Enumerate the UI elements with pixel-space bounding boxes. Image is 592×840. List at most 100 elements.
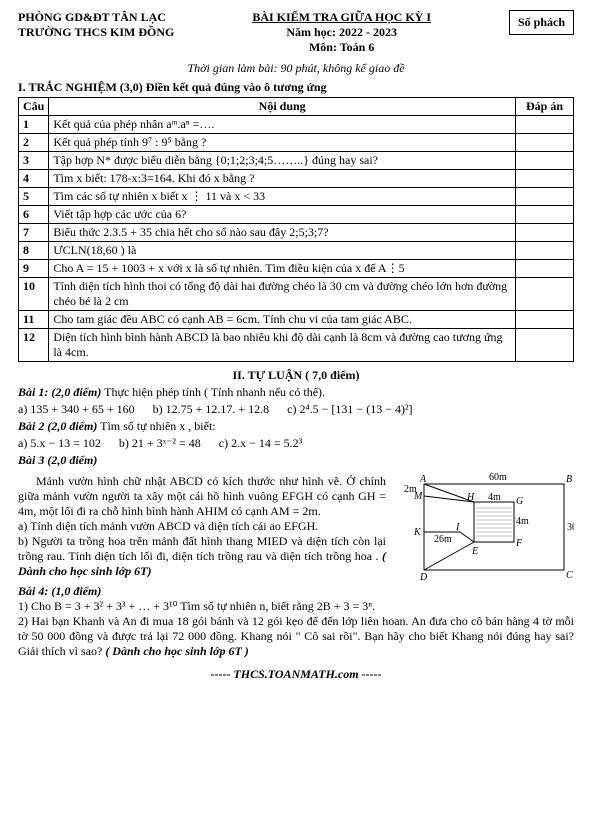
svg-text:K: K xyxy=(413,527,422,538)
time-note: Thời gian làm bài: 90 phút, không kể gia… xyxy=(18,61,574,76)
cell-answer xyxy=(516,134,574,152)
cell-num: 1 xyxy=(19,116,49,134)
cell-answer xyxy=(516,152,574,170)
bai4-title: Bài 4: (1,0 điểm) xyxy=(18,584,101,598)
table-row: 7Biểu thức 2.3.5 + 35 chia hết cho số nà… xyxy=(19,224,574,242)
school: TRƯỜNG THCS KIM ĐỒNG xyxy=(18,25,174,40)
cell-content: Tập hợp N* được biểu diễn bằng {0;1;2;3;… xyxy=(49,152,516,170)
mc-table: Câu Nội dung Đáp án 1Kết quả của phép nh… xyxy=(18,97,574,362)
year: Năm học: 2022 - 2023 xyxy=(252,25,431,40)
bai1-c: c) 2⁴.5 − [131 − (13 − 4)²] xyxy=(287,402,412,417)
bai3-title: Bài 3 (2,0 điểm) xyxy=(18,453,97,467)
cell-num: 12 xyxy=(19,329,49,362)
svg-text:A: A xyxy=(419,474,427,485)
cell-answer xyxy=(516,260,574,278)
cell-content: Cho A = 15 + 1003 + x với x là số tự nhi… xyxy=(49,260,516,278)
table-row: 3Tập hợp N* được biểu diễn bằng {0;1;2;3… xyxy=(19,152,574,170)
bai3-figure: A B C D H G F E M K I 60m 2m 26m 30m 4m … xyxy=(394,472,574,582)
cell-num: 2 xyxy=(19,134,49,152)
section2-title: II. TỰ LUẬN ( 7,0 điểm) xyxy=(18,368,574,383)
cell-num: 9 xyxy=(19,260,49,278)
cell-answer xyxy=(516,206,574,224)
table-row: 1Kết quả của phép nhân aᵐ.aⁿ =…. xyxy=(19,116,574,134)
cell-num: 11 xyxy=(19,311,49,329)
bai3-pa: a) Tính diện tích mảnh vườn ABCD và diện… xyxy=(18,519,386,534)
cell-content: Tìm x biết: 178-x:3=164. Khi đó x bằng ? xyxy=(49,170,516,188)
table-row: 10Tính diện tích hình thoi có tổng độ dà… xyxy=(19,278,574,311)
subject: Môn: Toán 6 xyxy=(252,40,431,55)
table-row: 11Cho tam giác đều ABC có cạnh AB = 6cm.… xyxy=(19,311,574,329)
svg-text:B: B xyxy=(566,474,572,485)
cell-content: Viết tập hợp các ước của 6? xyxy=(49,206,516,224)
table-row: 2Kết quả phép tính 9⁷ : 9⁵ bằng ? xyxy=(19,134,574,152)
table-row: 5Tìm các số tự nhiên x biết x ⋮ 11 và x … xyxy=(19,188,574,206)
svg-text:E: E xyxy=(471,546,478,557)
svg-text:G: G xyxy=(516,496,523,507)
bai2-c: c) 2.x − 14 = 5.2³ xyxy=(219,436,302,451)
svg-text:4m: 4m xyxy=(516,516,529,527)
table-row: 12Diện tích hình bình hành ABCD là bao n… xyxy=(19,329,574,362)
dept: PHÒNG GD&ĐT TÂN LẠC xyxy=(18,10,174,25)
cell-num: 7 xyxy=(19,224,49,242)
svg-text:2m: 2m xyxy=(404,484,417,495)
cell-answer xyxy=(516,224,574,242)
cell-answer xyxy=(516,329,574,362)
bai4-p1: 1) Cho B = 3 + 3² + 3³ + … + 3¹⁰ Tìm số … xyxy=(18,599,574,614)
table-row: 9Cho A = 15 + 1003 + x với x là số tự nh… xyxy=(19,260,574,278)
cell-num: 5 xyxy=(19,188,49,206)
bai1: Bài 1: (2,0 điểm) Thực hiện phép tính ( … xyxy=(18,385,574,400)
col-noidung: Nội dung xyxy=(49,98,516,116)
cell-content: ƯCLN(18,60 ) là xyxy=(49,242,516,260)
col-dapan: Đáp án xyxy=(516,98,574,116)
cell-num: 10 xyxy=(19,278,49,311)
bai3-row: Mảnh vườn hình chữ nhật ABCD có kích thư… xyxy=(18,472,574,582)
footer: ----- THCS.TOANMATH.com ----- xyxy=(18,667,574,682)
bai1-title: Bài 1: (2,0 điểm) xyxy=(18,385,101,399)
so-phach-box: Số phách xyxy=(509,10,574,35)
bai2-title: Bài 2 (2,0 điểm) xyxy=(18,419,97,433)
svg-text:I: I xyxy=(455,522,460,533)
svg-text:D: D xyxy=(419,572,428,582)
cell-content: Cho tam giác đều ABC có cạnh AB = 6cm. T… xyxy=(49,311,516,329)
cell-num: 8 xyxy=(19,242,49,260)
section1-title: I. TRẮC NGHIỆM (3,0) Điền kết quả đúng v… xyxy=(18,80,574,95)
bai2-opts: a) 5.x − 13 = 102 b) 21 + 3ˣ⁻² = 48 c) 2… xyxy=(18,436,574,451)
bai1-a: a) 135 + 340 + 65 + 160 xyxy=(18,402,135,417)
cell-answer xyxy=(516,188,574,206)
cell-answer xyxy=(516,116,574,134)
svg-text:F: F xyxy=(515,538,523,549)
bai2: Bài 2 (2,0 điểm) Tìm số tự nhiên x , biế… xyxy=(18,419,574,434)
svg-text:26m: 26m xyxy=(434,534,452,545)
cell-answer xyxy=(516,170,574,188)
table-row: 4Tìm x biết: 178-x:3=164. Khi đó x bằng … xyxy=(19,170,574,188)
svg-text:4m: 4m xyxy=(488,492,501,503)
header: PHÒNG GD&ĐT TÂN LẠC TRƯỜNG THCS KIM ĐỒNG… xyxy=(18,10,574,55)
bai3-text: Mảnh vườn hình chữ nhật ABCD có kích thư… xyxy=(18,472,386,579)
table-row: 6Viết tập hợp các ước của 6? xyxy=(19,206,574,224)
cell-num: 6 xyxy=(19,206,49,224)
svg-text:60m: 60m xyxy=(489,472,507,483)
bai2-b: b) 21 + 3ˣ⁻² = 48 xyxy=(119,436,201,451)
cell-answer xyxy=(516,242,574,260)
cell-content: Kết quả phép tính 9⁷ : 9⁵ bằng ? xyxy=(49,134,516,152)
bai4-p2: 2) Hai bạn Khanh và An đi mua 18 gói bán… xyxy=(18,614,574,659)
svg-text:H: H xyxy=(466,492,475,503)
header-mid: BÀI KIỂM TRA GIỮA HỌC KỲ I Năm học: 2022… xyxy=(252,10,431,55)
bai1-b: b) 12.75 + 12.17. + 12.8 xyxy=(153,402,270,417)
table-row: 8ƯCLN(18,60 ) là xyxy=(19,242,574,260)
cell-answer xyxy=(516,311,574,329)
svg-text:C: C xyxy=(566,570,573,581)
header-left: PHÒNG GD&ĐT TÂN LẠC TRƯỜNG THCS KIM ĐỒNG xyxy=(18,10,174,40)
cell-content: Diện tích hình bình hành ABCD là bao nhi… xyxy=(49,329,516,362)
cell-content: Tìm các số tự nhiên x biết x ⋮ 11 và x <… xyxy=(49,188,516,206)
cell-content: Kết quả của phép nhân aᵐ.aⁿ =…. xyxy=(49,116,516,134)
bai2-a: a) 5.x − 13 = 102 xyxy=(18,436,101,451)
cell-num: 3 xyxy=(19,152,49,170)
bai1-opts: a) 135 + 340 + 65 + 160 b) 12.75 + 12.17… xyxy=(18,402,574,417)
svg-text:30m: 30m xyxy=(567,522,574,533)
bai3-p1: Mảnh vườn hình chữ nhật ABCD có kích thư… xyxy=(18,474,386,519)
col-cau: Câu xyxy=(19,98,49,116)
cell-content: Tính diện tích hình thoi có tổng độ dài … xyxy=(49,278,516,311)
bai2-desc: Tìm số tự nhiên x , biết: xyxy=(100,419,216,433)
cell-answer xyxy=(516,278,574,311)
